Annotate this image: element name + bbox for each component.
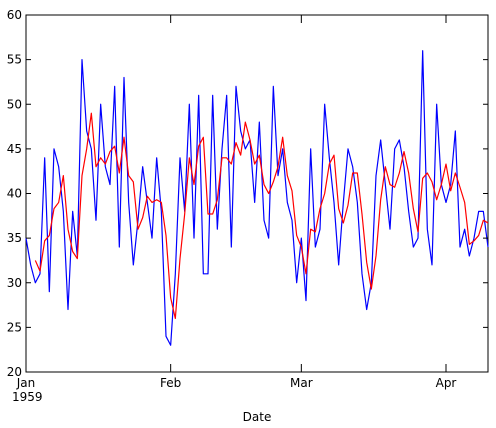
- x-tick-label: Feb: [160, 376, 181, 390]
- x-tick-sublabel: 1959: [12, 390, 43, 404]
- y-tick-label: 45: [7, 142, 22, 156]
- y-tick-label: 60: [7, 8, 22, 22]
- x-axis-label: Date: [243, 410, 272, 424]
- y-tick-label: 20: [7, 365, 22, 379]
- y-tick-label: 25: [7, 320, 22, 334]
- series-layer: [25, 50, 489, 346]
- x-tick-label: Mar: [290, 376, 313, 390]
- y-tick-label: 40: [7, 187, 22, 201]
- y-tick-label: 55: [7, 53, 22, 67]
- series-line-blue: [25, 50, 489, 346]
- x-tick-label: Apr: [436, 376, 457, 390]
- y-axis: 20 25 30 35 40 45 50 55 60: [7, 8, 488, 379]
- y-tick-label: 35: [7, 231, 22, 245]
- series-line-red: [34, 112, 489, 320]
- y-tick-label: 30: [7, 276, 22, 290]
- x-tick-label: Jan: [16, 376, 36, 390]
- y-tick-label: 50: [7, 97, 22, 111]
